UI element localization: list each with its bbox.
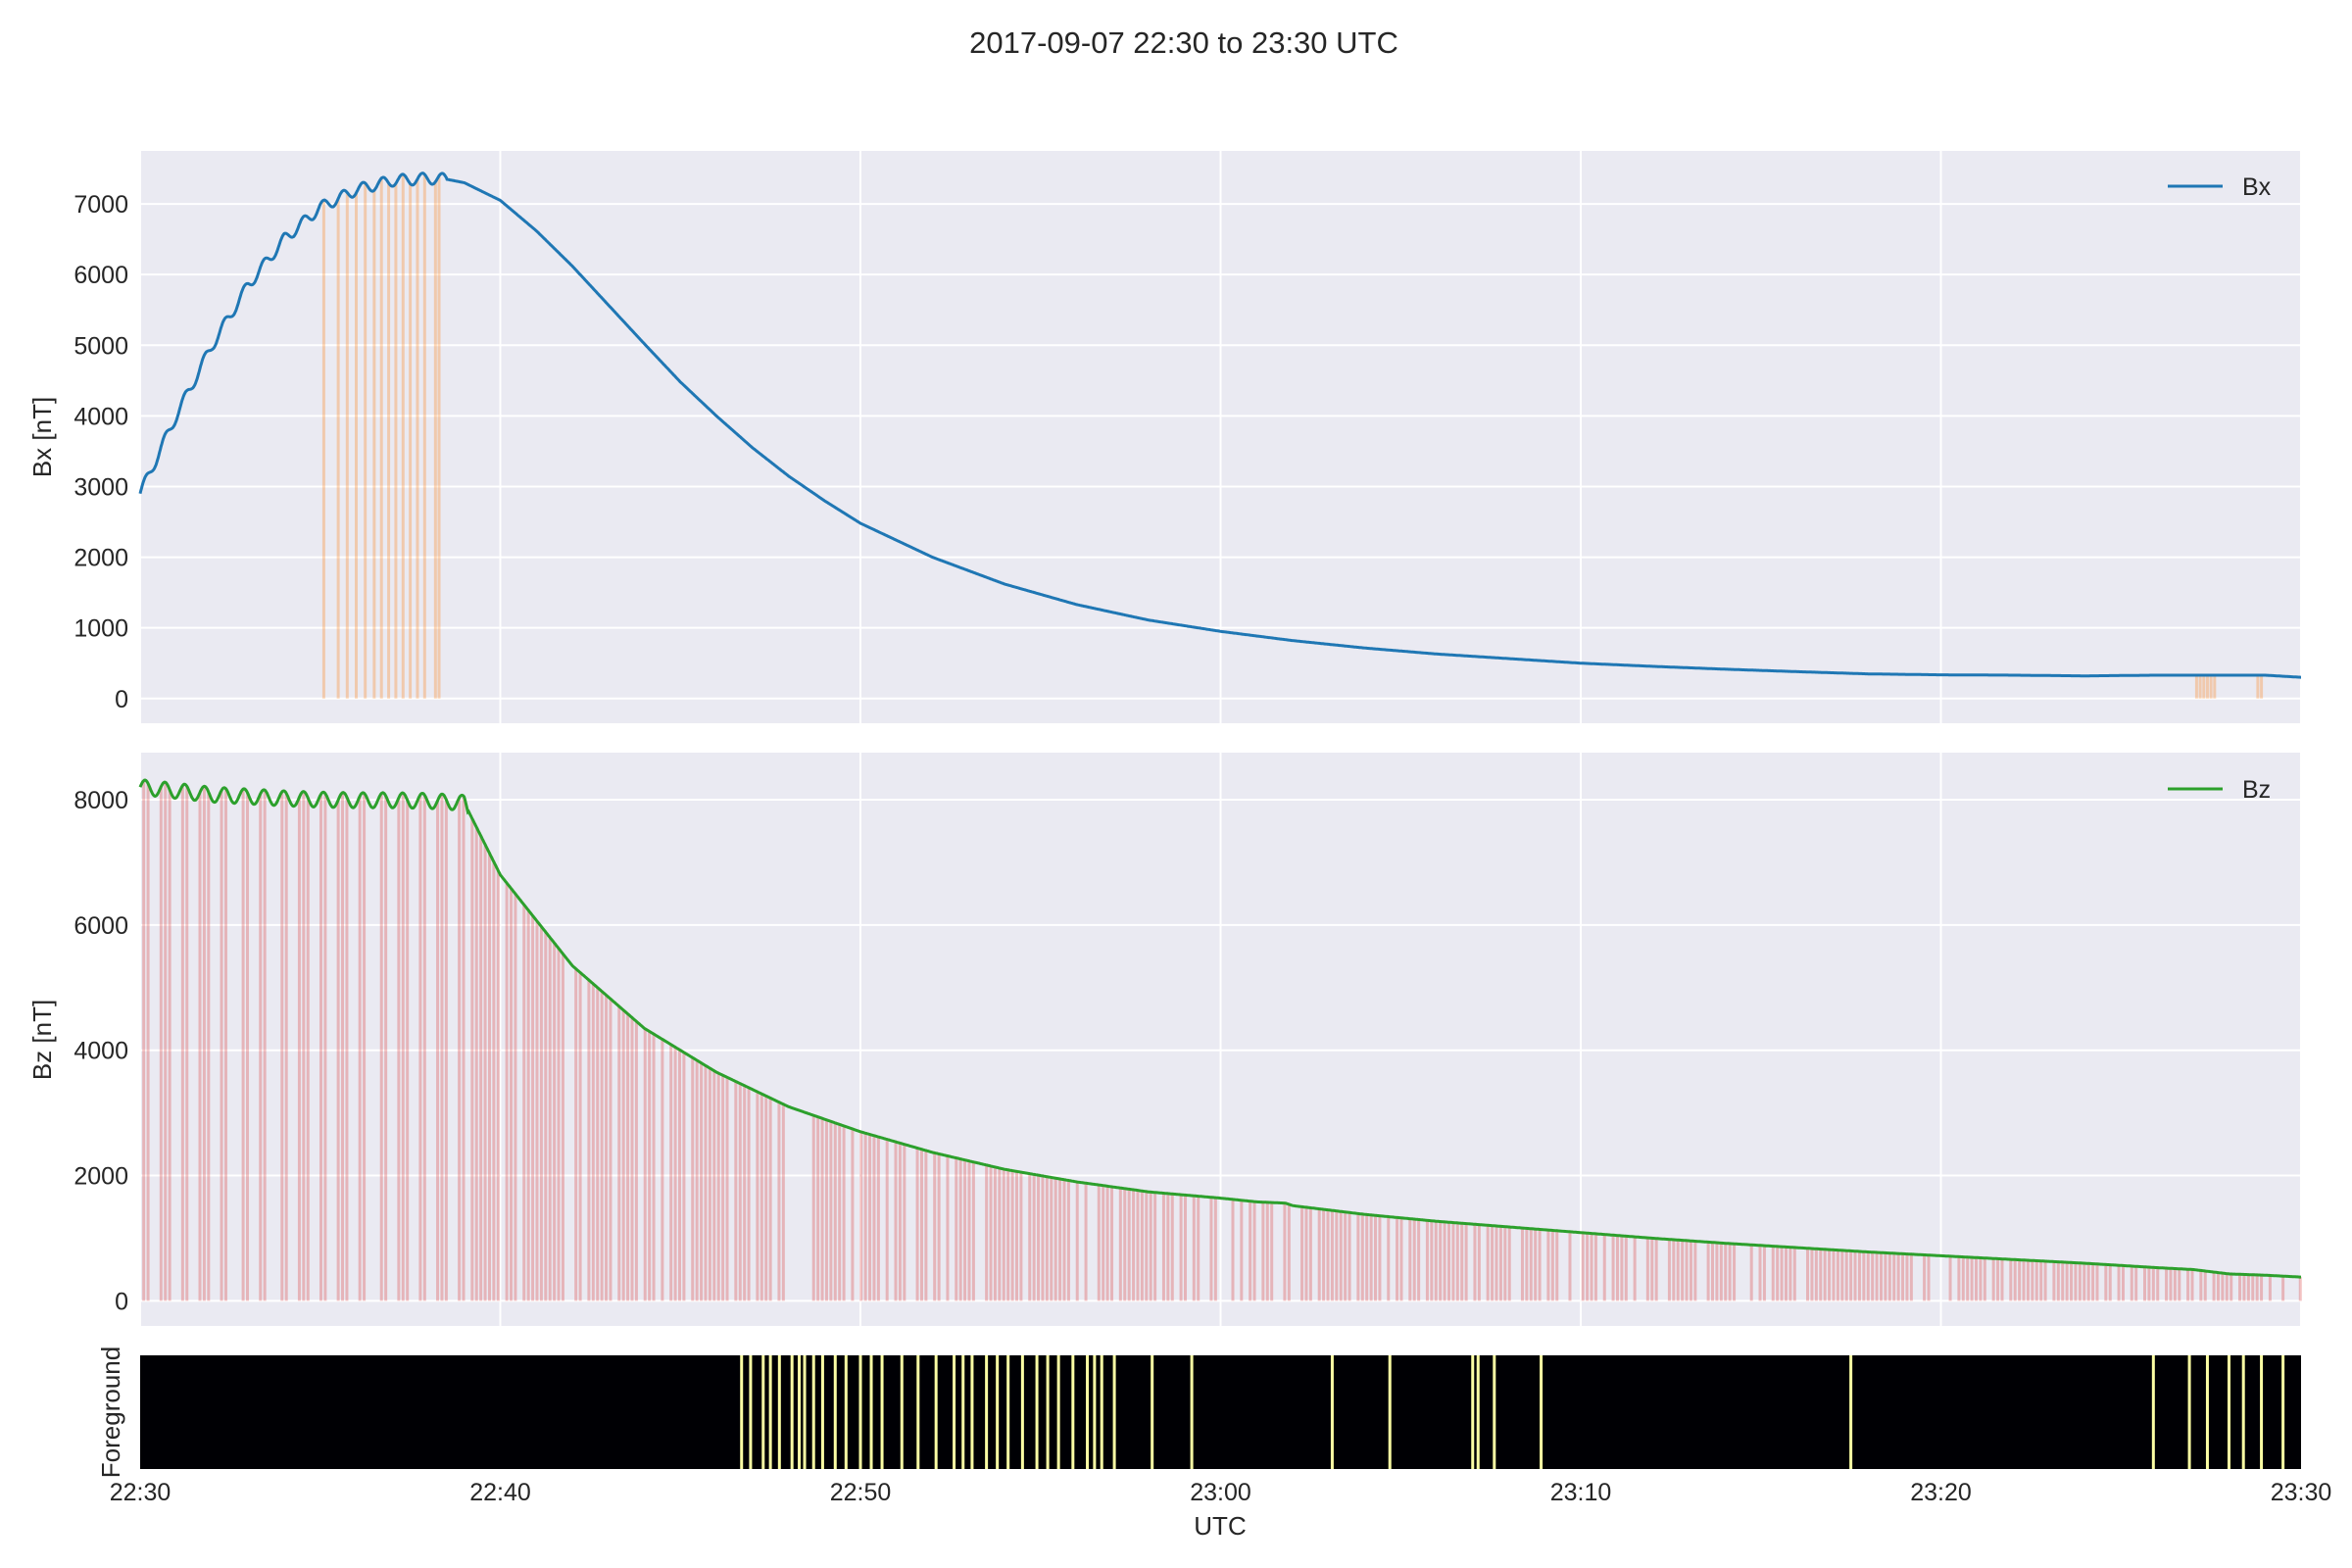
foreground-y-axis-label: Foreground [96,1347,125,1478]
foreground-flag [2281,1355,2285,1469]
foreground-flag [1006,1355,1010,1469]
bx-y-tick-label: 3000 [74,473,128,501]
bz-y-axis-label: Bz [nT] [27,1000,57,1080]
foreground-flag [1035,1355,1039,1469]
bx-series-line [138,172,2301,679]
foreground-flag [953,1355,956,1469]
foreground-flag [2205,1355,2209,1469]
foreground-flag [798,1355,802,1469]
x-tick-label: 23:10 [1550,1479,1612,1506]
x-axis-label: UTC [1194,1511,1246,1541]
foreground-flag [2228,1355,2230,1469]
foreground-flag [934,1355,938,1469]
foreground-background [140,1355,2301,1469]
bz-filled-samples [142,780,2302,1301]
foreground-flag [1046,1355,1050,1469]
foreground-flag [790,1355,794,1469]
foreground-flag [1190,1355,1194,1469]
bz-legend: Bz [2168,776,2271,804]
foreground-flag [768,1355,772,1469]
foreground-flag [1086,1355,1090,1469]
bx-y-tick-label: 1000 [74,615,128,643]
x-tick-labels: 22:30 22:40 22:50 23:00 23:10 23:20 23:30 [110,1479,2332,1506]
foreground-flag [858,1355,862,1469]
foreground-flag [1020,1355,1024,1469]
bx-legend: Bx [2168,173,2272,201]
foreground-flag [2241,1355,2245,1469]
foreground-flag [1388,1355,1392,1469]
x-tick-label: 23:20 [1910,1479,1972,1506]
foreground-flag [916,1355,920,1469]
bx-panel: 0 1000 2000 3000 4000 5000 6000 7000 Bx [nT] Bx [27,151,2302,723]
bx-y-axis-label: Bx [nT] [27,397,57,477]
bz-y-tick-label: 6000 [74,912,128,940]
bx-y-tick-label: 4000 [74,403,128,430]
x-tick-label: 23:00 [1190,1479,1251,1506]
foreground-panel: Foreground [96,1347,2301,1478]
bx-y-tick-label: 2000 [74,545,128,572]
bz-legend-label: Bz [2242,776,2271,804]
foreground-flag [985,1355,989,1469]
foreground-flag [1476,1355,1480,1469]
foreground-flag [1330,1355,1334,1469]
bx-grid [139,151,2302,723]
foreground-flag [1112,1355,1116,1469]
foreground-flag [777,1355,781,1469]
foreground-flag [2151,1355,2155,1469]
bx-y-tick-label: 5000 [74,332,128,360]
bx-y-tick-label: 0 [115,686,128,713]
x-tick-label: 22:50 [830,1479,892,1506]
bz-y-tick-label: 0 [115,1288,128,1315]
foreground-flag [880,1355,884,1469]
foreground-flag [869,1355,873,1469]
bx-y-tick-label: 7000 [74,191,128,219]
foreground-flag [996,1355,1000,1469]
foreground-flag [970,1355,974,1469]
bz-grid [139,753,2302,1326]
foreground-flags [740,1355,2285,1469]
bz-y-tick-label: 4000 [74,1038,128,1065]
figure-title: 2017-09-07 22:30 to 23:30 UTC [969,25,1398,60]
foreground-flag [811,1355,815,1469]
foreground-flag [1540,1355,1544,1469]
foreground-flag [1071,1355,1075,1469]
x-tick-label: 22:40 [469,1479,531,1506]
foreground-flag [803,1355,807,1469]
bx-y-tick-label: 6000 [74,262,128,289]
bx-legend-label: Bx [2242,173,2272,201]
bx-y-tick-labels: 0 1000 2000 3000 4000 5000 6000 7000 [74,191,128,713]
foreground-flag [1471,1355,1475,1469]
foreground-flag [844,1355,848,1469]
foreground-flag [761,1355,765,1469]
foreground-flag [2187,1355,2191,1469]
x-tick-label: 22:30 [110,1479,172,1506]
foreground-flag [820,1355,824,1469]
bz-series-line [138,778,2301,1279]
foreground-flag [1849,1355,1853,1469]
foreground-flag [2260,1355,2264,1469]
bz-y-tick-labels: 0 2000 4000 6000 8000 [74,787,128,1315]
foreground-flag [833,1355,837,1469]
bz-y-tick-label: 8000 [74,787,128,814]
foreground-flag [740,1355,744,1469]
bx-shaded-intervals [321,173,2264,699]
bz-y-tick-label: 2000 [74,1163,128,1191]
foreground-flag [1151,1355,1154,1469]
foreground-flag [1056,1355,1060,1469]
foreground-flag [900,1355,904,1469]
foreground-flag [749,1355,753,1469]
x-tick-label: 23:30 [2271,1479,2332,1506]
foreground-flag [1493,1355,1496,1469]
foreground-flag [961,1355,965,1469]
bz-panel: 0 2000 4000 6000 8000 Bz [nT] Bz [27,753,2302,1326]
foreground-flag [1093,1355,1097,1469]
foreground-flag [1100,1355,1103,1469]
